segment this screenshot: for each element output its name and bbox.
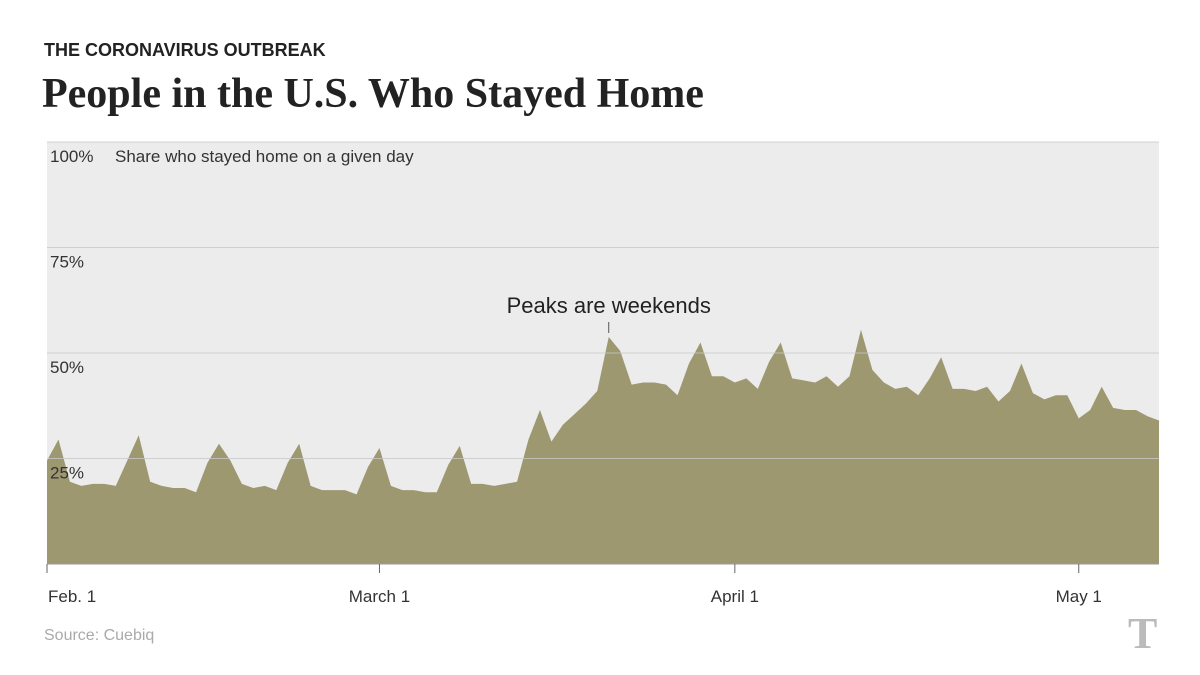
source: Source: Cuebiq: [44, 627, 154, 644]
x-tick-label: April 1: [711, 587, 759, 606]
x-tick-label: May 1: [1056, 587, 1102, 606]
logo: T: [1128, 609, 1157, 658]
annotation: Peaks are weekends: [507, 293, 711, 318]
y-tick-label: 50%: [50, 358, 84, 377]
y-tick-label: 100%: [50, 147, 93, 166]
y-tick-label: 75%: [50, 253, 84, 272]
chart-title: People in the U.S. Who Stayed Home: [42, 71, 704, 117]
x-tick-label: Feb. 1: [48, 587, 96, 606]
kicker: THE CORONAVIRUS OUTBREAK: [44, 40, 326, 60]
area: [47, 329, 1159, 564]
y-axis-label: Share who stayed home on a given day: [115, 147, 414, 166]
x-tick-label: March 1: [349, 587, 410, 606]
y-tick-label: 25%: [50, 464, 84, 483]
